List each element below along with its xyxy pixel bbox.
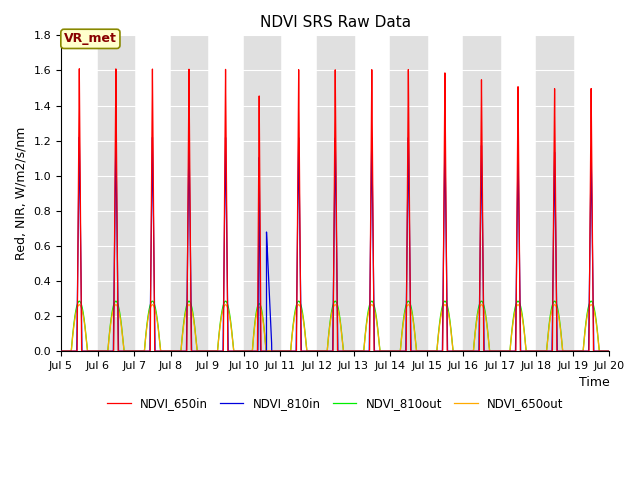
Bar (97, 36, 134, 351)
NDVI_650out (348, 348, 355, 354)
NDVI_650in (117, 348, 125, 354)
Bar (244, 36, 280, 351)
NDVI_810out (76, 298, 83, 304)
NDVI_650in (348, 348, 355, 354)
Bar (390, 36, 427, 351)
NDVI_810out (177, 344, 185, 349)
Line: NDVI_810in: NDVI_810in (61, 137, 609, 351)
NDVI_810in (189, 348, 196, 354)
NDVI_810in (532, 348, 540, 354)
NDVI_650out (117, 319, 125, 325)
NDVI_810out (348, 348, 355, 354)
NDVI_810in (348, 348, 355, 354)
NDVI_810out (605, 348, 613, 354)
NDVI_650out (532, 348, 540, 354)
NDVI_810out (189, 309, 196, 315)
NDVI_650in (75, 172, 83, 178)
NDVI_650in (532, 348, 540, 354)
NDVI_650in (177, 348, 185, 354)
NDVI_810in (57, 348, 65, 354)
NDVI_650out (57, 348, 65, 354)
NDVI_650out (177, 344, 185, 350)
NDVI_810out (532, 348, 540, 354)
NDVI_810in (76, 134, 83, 140)
Text: VR_met: VR_met (64, 32, 117, 45)
Y-axis label: Red, NIR, W/m2/s/nm: Red, NIR, W/m2/s/nm (15, 127, 28, 260)
NDVI_810in (75, 203, 83, 209)
Bar (463, 36, 500, 351)
NDVI_650out (605, 348, 613, 354)
NDVI_650in (57, 348, 65, 354)
NDVI_650out (76, 302, 83, 308)
NDVI_650out (189, 312, 196, 317)
NDVI_810out (75, 299, 83, 305)
Bar (536, 36, 573, 351)
Legend: NDVI_650in, NDVI_810in, NDVI_810out, NDVI_650out: NDVI_650in, NDVI_810in, NDVI_810out, NDV… (102, 392, 568, 415)
NDVI_810in (117, 348, 125, 354)
Bar (171, 36, 207, 351)
NDVI_650in (189, 348, 196, 354)
Line: NDVI_810out: NDVI_810out (61, 301, 609, 351)
Line: NDVI_650in: NDVI_650in (61, 69, 609, 351)
NDVI_650in (605, 348, 613, 354)
NDVI_810out (57, 348, 65, 354)
X-axis label: Time: Time (579, 376, 609, 389)
Title: NDVI SRS Raw Data: NDVI SRS Raw Data (260, 15, 411, 30)
NDVI_810in (605, 348, 613, 354)
Line: NDVI_650out: NDVI_650out (61, 305, 609, 351)
NDVI_810in (177, 348, 185, 354)
NDVI_650in (76, 66, 83, 72)
Bar (317, 36, 353, 351)
NDVI_650out (75, 302, 83, 308)
NDVI_810out (117, 317, 125, 323)
